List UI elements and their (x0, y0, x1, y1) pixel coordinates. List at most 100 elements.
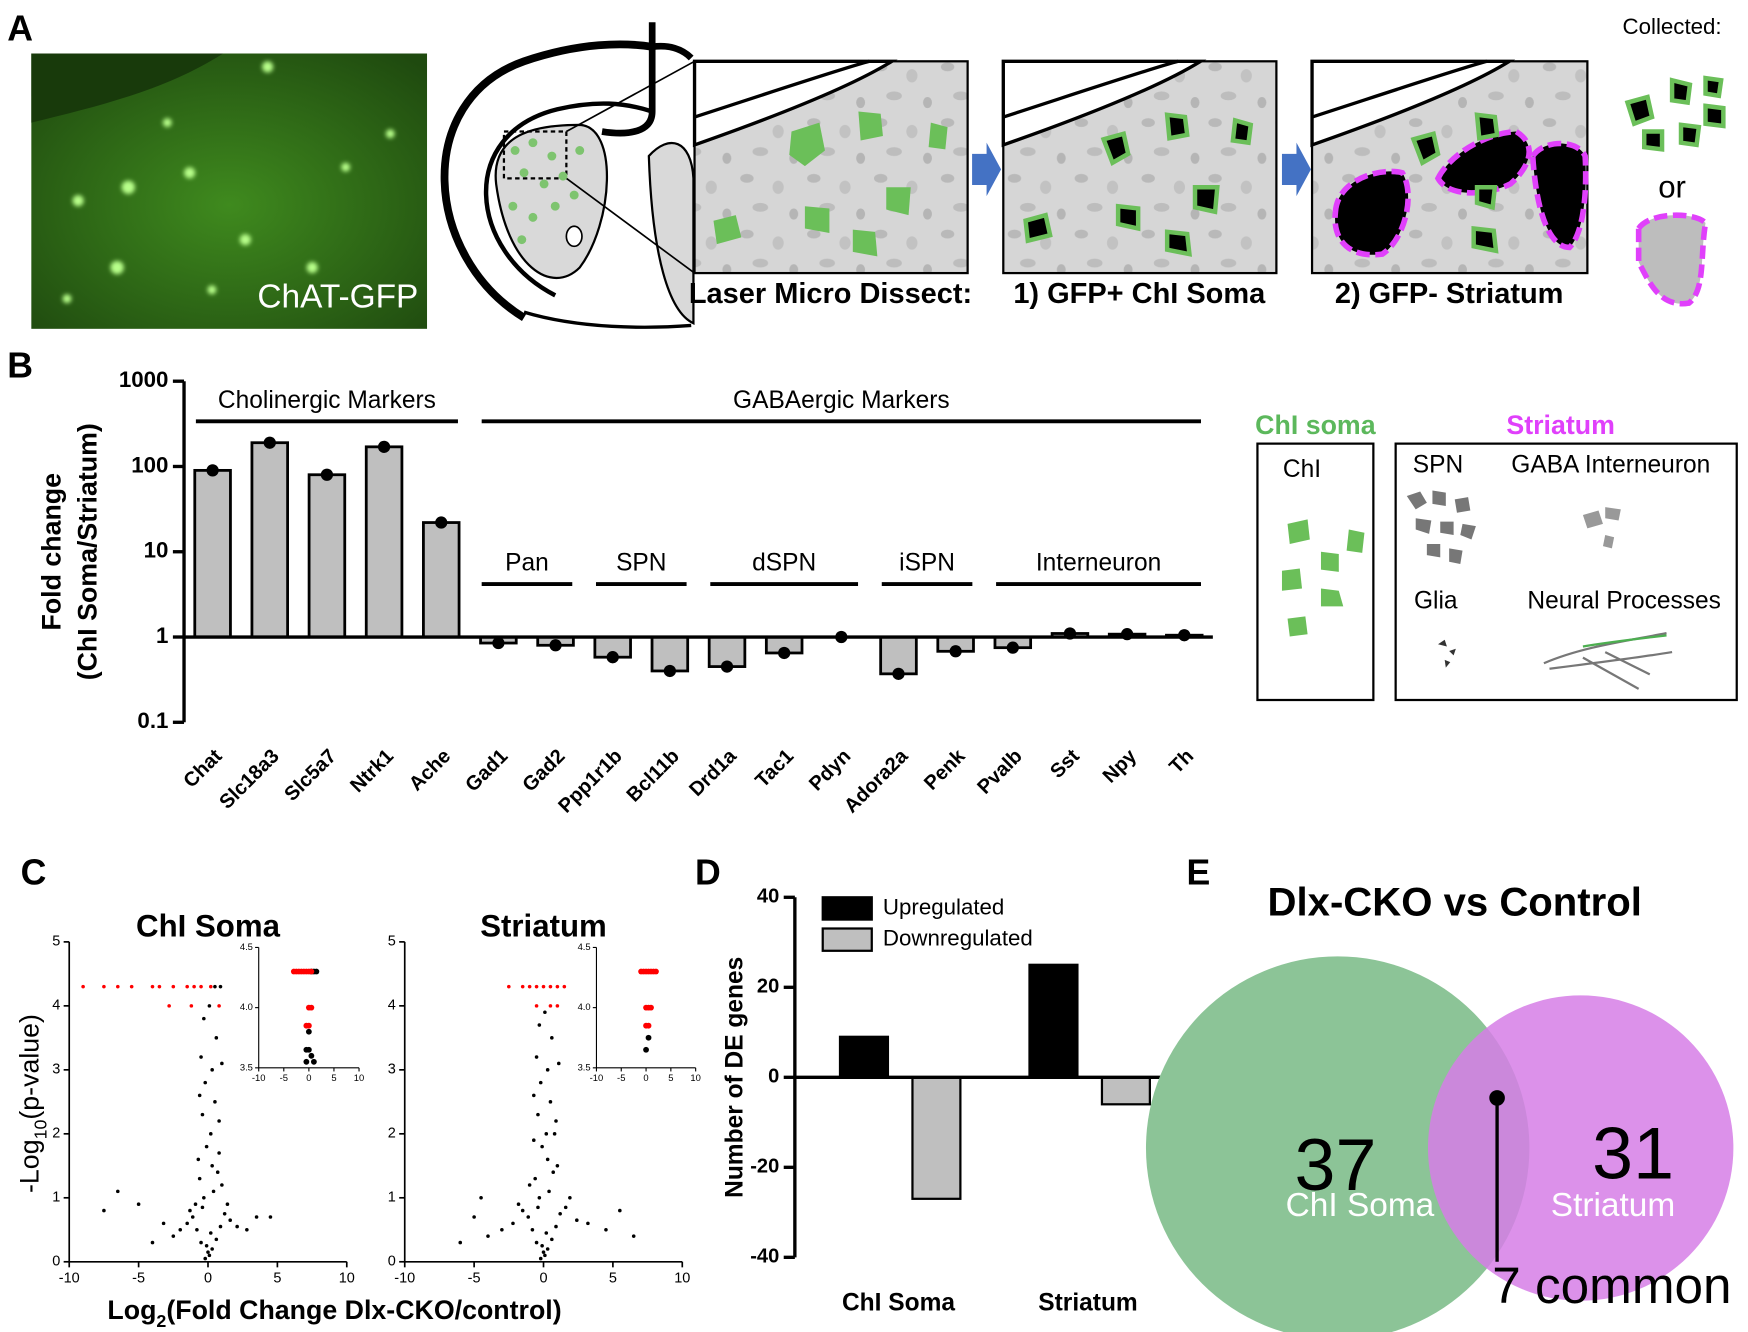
x-tick-label: Tac1 (751, 745, 798, 792)
bar (193, 468, 232, 639)
point (541, 984, 546, 989)
cell-label: Glia (1414, 587, 1458, 614)
point (486, 1234, 490, 1238)
point (545, 1068, 550, 1072)
y-tick-label: 0.1 (137, 708, 168, 733)
point (543, 1253, 547, 1258)
legend-swatch (821, 896, 873, 921)
x-tick-label: 0 (306, 1072, 311, 1083)
point (196, 1157, 201, 1162)
point (157, 984, 162, 989)
y-tick-label: 10 (144, 538, 169, 563)
micrograph: ChAT-GFP (31, 53, 428, 329)
legend-title: ChI soma (1255, 410, 1377, 440)
point (568, 1196, 572, 1200)
x-tick-label: Ache (405, 745, 455, 795)
point (544, 1132, 549, 1136)
bar (911, 1076, 962, 1200)
point (210, 1164, 214, 1168)
point (526, 1215, 531, 1219)
step-label: Laser Micro Dissect: (689, 278, 972, 310)
x-tick-label: Penk (920, 745, 970, 795)
bar-dot (435, 516, 448, 529)
bar-dot (263, 436, 276, 449)
x-tick-label: -5 (468, 1270, 481, 1286)
point (534, 984, 539, 989)
collected-label: Collected: (1623, 14, 1722, 39)
x-tick-label: 10 (354, 1072, 364, 1083)
point (479, 1196, 483, 1200)
point (575, 1218, 579, 1222)
dissection-boxes: Laser Micro Dissect: 1) GFP+ ChI Soma 2)… (689, 59, 1589, 310)
point (211, 1189, 216, 1194)
point (520, 1208, 525, 1213)
x-tick-label: 5 (668, 1072, 673, 1083)
chart-title: Striatum (480, 909, 607, 944)
axis-label-part: Log (107, 1295, 156, 1325)
point (207, 1004, 212, 1008)
point (645, 1022, 652, 1029)
bar-dot (720, 660, 734, 673)
point (305, 1028, 312, 1035)
point (527, 1183, 532, 1187)
point (188, 1208, 192, 1213)
point (534, 1240, 539, 1245)
x-tick-label: ChI Soma (842, 1290, 955, 1317)
y-tick-label: 4 (52, 998, 60, 1014)
axis-label-part: (p-value) (14, 1014, 44, 1120)
x-tick-label: Ntrk1 (346, 745, 398, 797)
cell-label: Neural Processes (1527, 587, 1720, 614)
point (618, 1208, 622, 1213)
point (202, 1016, 206, 1021)
group-label: iSPN (899, 549, 955, 576)
point (556, 1061, 561, 1066)
point (171, 984, 176, 989)
x-tick-label: 10 (674, 1270, 690, 1286)
step-label: 2) GFP- Striatum (1335, 278, 1564, 310)
point (245, 1228, 249, 1232)
point (200, 1112, 205, 1117)
point (544, 1231, 549, 1235)
point (218, 984, 223, 989)
panel-label: D (695, 852, 721, 892)
point (516, 1202, 521, 1206)
group-label: Pan (505, 549, 549, 576)
x-tick-label: Ppp1r1b (554, 745, 626, 817)
x-tick-label: Slc18a3 (215, 745, 283, 813)
point (208, 1231, 213, 1235)
x-tick-label: Bcl11b (623, 745, 684, 806)
point (555, 984, 560, 989)
point (537, 1023, 542, 1027)
x-tick-label: Npy (1099, 745, 1142, 788)
y-tick-label: 4.0 (578, 1001, 591, 1012)
x-tick-label: Chat (180, 745, 227, 792)
axis-label: -Log10(p-value) (14, 1014, 50, 1193)
point (217, 1151, 221, 1155)
point (116, 1189, 120, 1194)
venn-count: 37 (1295, 1123, 1377, 1206)
point (554, 1119, 558, 1123)
y-tick-label: 3.5 (578, 1061, 591, 1072)
bar (1028, 963, 1079, 1079)
bar (838, 1035, 890, 1079)
point (543, 1010, 547, 1015)
collected: Collected: or (1623, 14, 1726, 307)
point (537, 1196, 542, 1200)
point (204, 1144, 209, 1149)
point (551, 1170, 556, 1174)
y-tick-label: 100 (131, 452, 168, 477)
point (193, 1202, 198, 1206)
panel-label: A (7, 9, 33, 49)
y-tick-label: 20 (757, 976, 779, 998)
point (536, 1205, 540, 1210)
bar-dot (949, 645, 962, 658)
bar-dot (377, 440, 391, 453)
point (171, 1234, 176, 1238)
y-tick-label: 2 (52, 1126, 60, 1142)
point (204, 1243, 209, 1248)
bar-dot (320, 468, 334, 481)
point (558, 1212, 562, 1216)
point (532, 1138, 536, 1142)
point (178, 1228, 183, 1232)
point (214, 1036, 219, 1040)
